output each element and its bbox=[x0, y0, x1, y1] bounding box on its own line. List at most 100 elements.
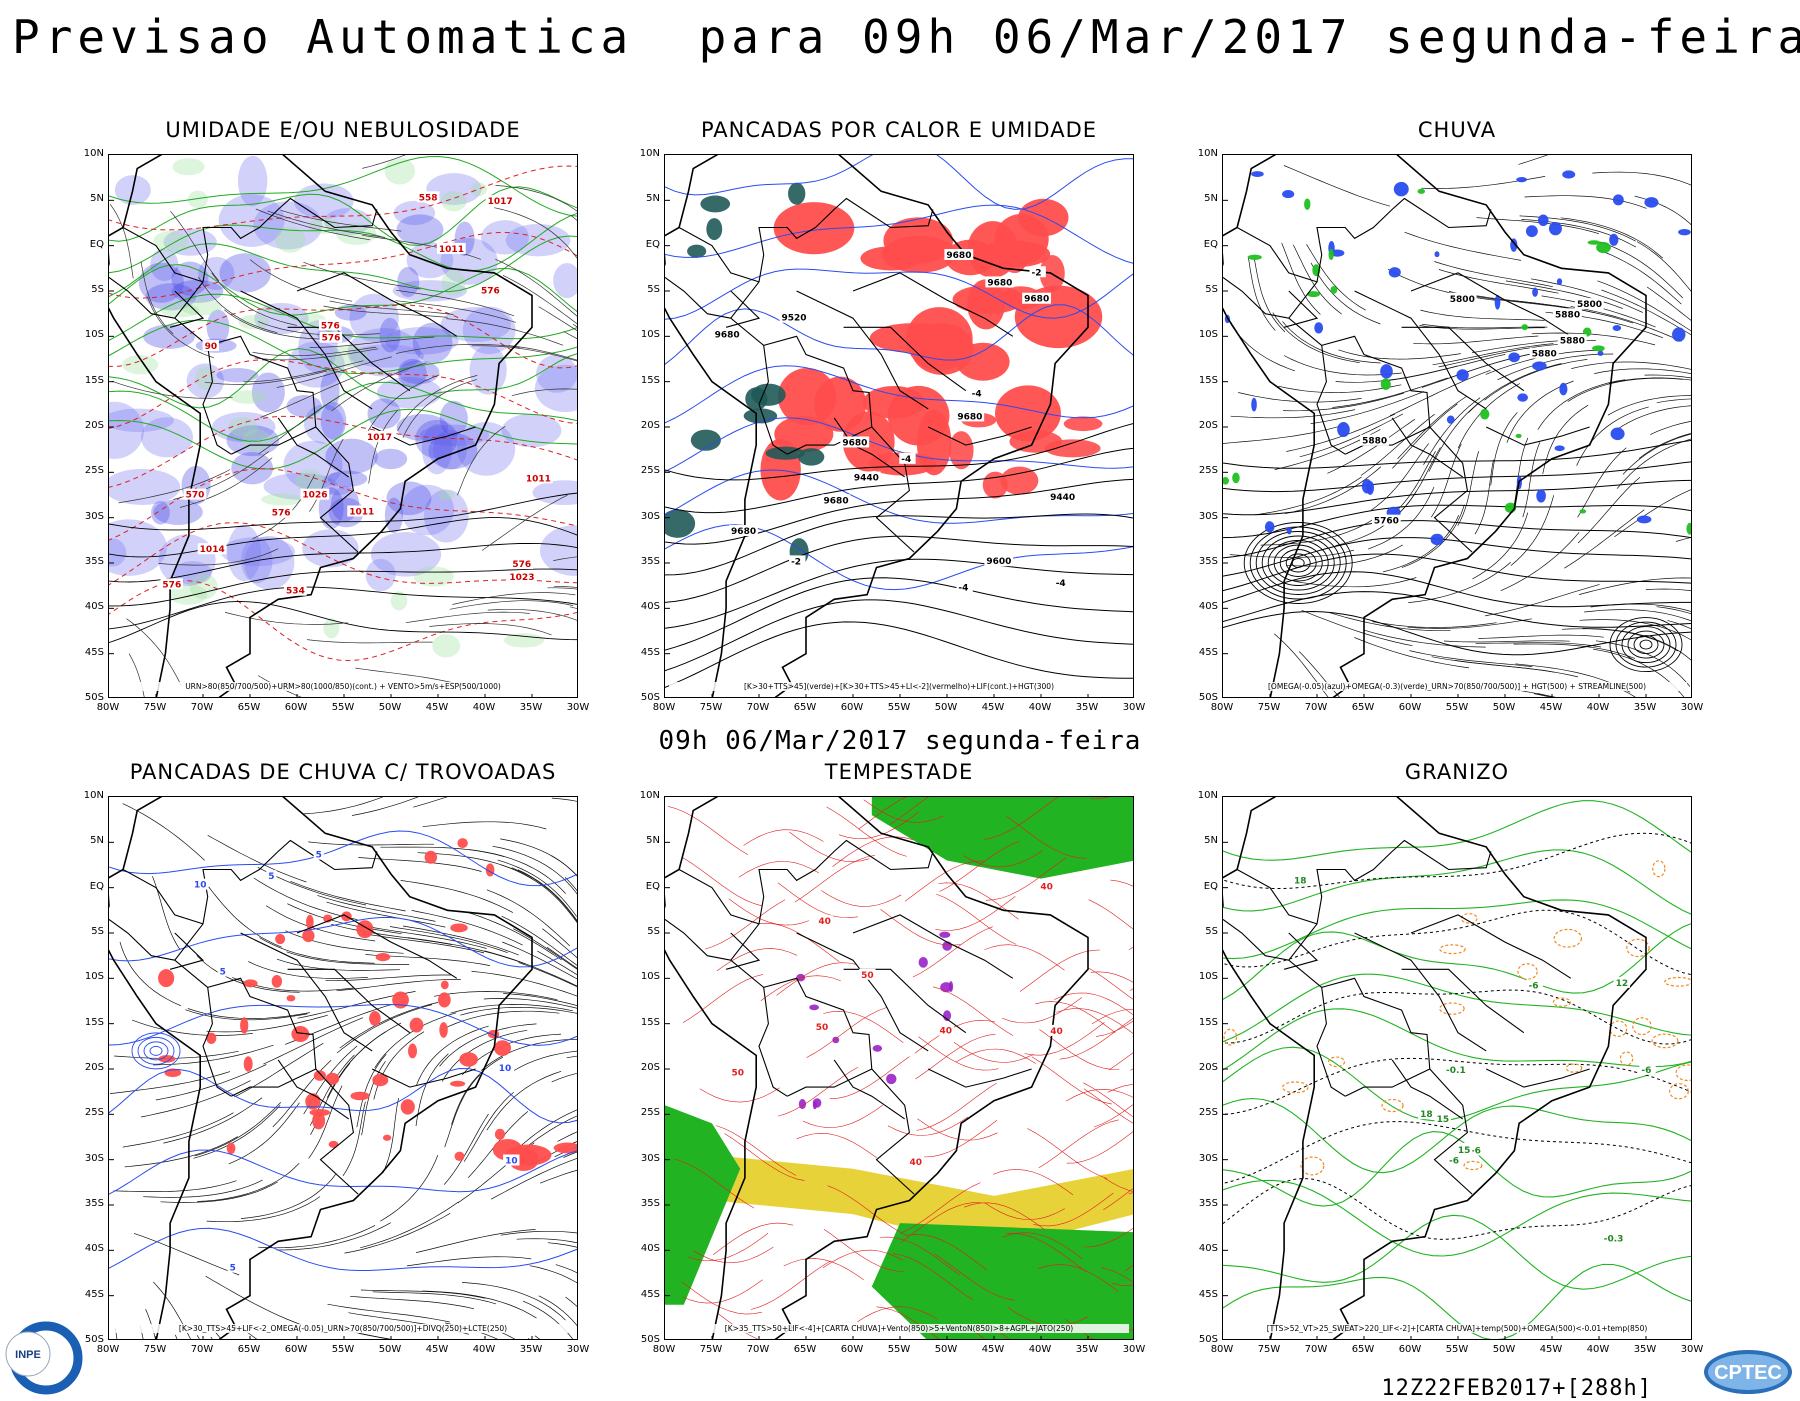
label-bg bbox=[217, 965, 228, 977]
lat-tick-label: 10S bbox=[84, 329, 104, 341]
streamline bbox=[308, 1085, 343, 1159]
streamline bbox=[194, 1102, 282, 1157]
lon-tick-label: 35W bbox=[1633, 1344, 1657, 1355]
lon-tick-label: 35W bbox=[1075, 702, 1099, 713]
field-blob bbox=[323, 208, 372, 236]
lon-tick-label: 50W bbox=[1492, 702, 1516, 713]
contour-label: 9680 bbox=[957, 412, 982, 422]
field-blob bbox=[1307, 291, 1321, 298]
lon-tick-label: 45W bbox=[425, 1344, 449, 1355]
label-bg bbox=[1574, 298, 1604, 310]
streamline bbox=[1530, 278, 1643, 313]
field-blob bbox=[109, 538, 127, 567]
lat-tick-label: 15S bbox=[1198, 1016, 1218, 1028]
streamline bbox=[326, 901, 446, 928]
field-blob bbox=[1556, 278, 1563, 285]
field-blob bbox=[426, 173, 482, 205]
field-blob bbox=[809, 1004, 819, 1011]
wind-contour bbox=[822, 1249, 904, 1269]
field-blob bbox=[243, 1056, 253, 1072]
streamline bbox=[1363, 629, 1486, 648]
field-blob bbox=[1480, 408, 1490, 420]
field-blob bbox=[450, 923, 468, 933]
wind-contour bbox=[794, 855, 875, 903]
field-blob bbox=[457, 838, 468, 849]
field-blob bbox=[369, 1011, 381, 1026]
contour-line bbox=[1223, 1008, 1691, 1071]
field-blob bbox=[1000, 466, 1039, 495]
contour-line bbox=[109, 408, 577, 470]
label-bg bbox=[284, 584, 307, 596]
streamline bbox=[539, 1169, 577, 1184]
streamline bbox=[345, 1330, 392, 1339]
contour-line bbox=[665, 621, 1133, 688]
contour-label: 576 bbox=[321, 322, 340, 332]
streamline bbox=[290, 880, 406, 912]
contour-label: 10 bbox=[505, 1156, 518, 1166]
streamline bbox=[486, 1070, 562, 1131]
field-blob bbox=[1510, 238, 1518, 252]
streamline bbox=[551, 797, 577, 802]
lat-tick-label: 35S bbox=[640, 1198, 660, 1209]
streamline bbox=[495, 185, 577, 212]
contour-line bbox=[109, 319, 577, 375]
contour-label: -0.3 bbox=[1604, 1235, 1624, 1245]
country-border bbox=[1288, 839, 1492, 988]
lon-tick-label: 45W bbox=[1539, 1344, 1563, 1355]
streamline bbox=[158, 548, 279, 566]
wind-contour bbox=[1053, 992, 1133, 1016]
wind-contour bbox=[1031, 1056, 1112, 1105]
contour-label: 576 bbox=[481, 286, 500, 296]
wind-contour bbox=[1090, 797, 1110, 800]
field-blob bbox=[1525, 225, 1538, 238]
streamline bbox=[1518, 155, 1549, 165]
lat-tick-label: EQ bbox=[645, 880, 660, 892]
lat-tick-label: 15S bbox=[84, 374, 104, 386]
wind-contour bbox=[1112, 1283, 1133, 1287]
label-bg bbox=[197, 543, 227, 555]
country-border bbox=[1321, 335, 1473, 553]
contour-line bbox=[109, 1003, 577, 1046]
streamline bbox=[529, 1265, 577, 1284]
field-blob bbox=[330, 344, 369, 368]
field-blob bbox=[393, 200, 436, 226]
field-blob bbox=[1314, 322, 1324, 334]
streamline bbox=[1370, 443, 1429, 511]
field-blob bbox=[309, 1108, 331, 1117]
country-border bbox=[169, 932, 205, 970]
streamline bbox=[1513, 643, 1636, 659]
field-blob bbox=[327, 470, 368, 487]
lon-tick-label: 80W bbox=[96, 702, 120, 713]
streamline bbox=[174, 1334, 178, 1339]
streamline bbox=[481, 494, 568, 551]
wind-contour bbox=[990, 1325, 1010, 1339]
streamline bbox=[1607, 395, 1691, 416]
field-blob bbox=[745, 387, 768, 411]
lat-tick-label: 10N bbox=[1197, 148, 1218, 159]
country-border bbox=[678, 227, 760, 283]
wind-contour bbox=[912, 926, 993, 978]
field-blob bbox=[397, 266, 420, 297]
streamline bbox=[1272, 312, 1360, 363]
country-border bbox=[287, 968, 411, 1034]
panel-trovoadas: PANCADAS DE CHUVA C/ TROVOADAS 5 5 10 5 5 10 1… bbox=[84, 760, 590, 1355]
field-blob bbox=[454, 1151, 465, 1161]
wind-contour bbox=[858, 797, 907, 830]
field-blob bbox=[1610, 427, 1625, 441]
label-bg bbox=[160, 578, 184, 590]
field-blob bbox=[1597, 350, 1604, 356]
closed-contour bbox=[143, 1041, 169, 1061]
wind-contour bbox=[1019, 949, 1101, 992]
field-blob bbox=[1388, 267, 1401, 278]
wind-contour bbox=[776, 962, 857, 996]
lat-tick-label: EQ bbox=[89, 880, 104, 892]
field-blob bbox=[230, 390, 267, 404]
wind-contour bbox=[838, 811, 920, 840]
country-border bbox=[678, 869, 760, 925]
field-blob bbox=[1568, 901, 1578, 916]
lon-tick-label: 75W bbox=[143, 1344, 167, 1355]
label-bg bbox=[729, 1066, 746, 1078]
lat-tick-label: 40S bbox=[84, 1243, 104, 1255]
contour-line bbox=[665, 155, 1133, 210]
streamline bbox=[1407, 618, 1532, 629]
